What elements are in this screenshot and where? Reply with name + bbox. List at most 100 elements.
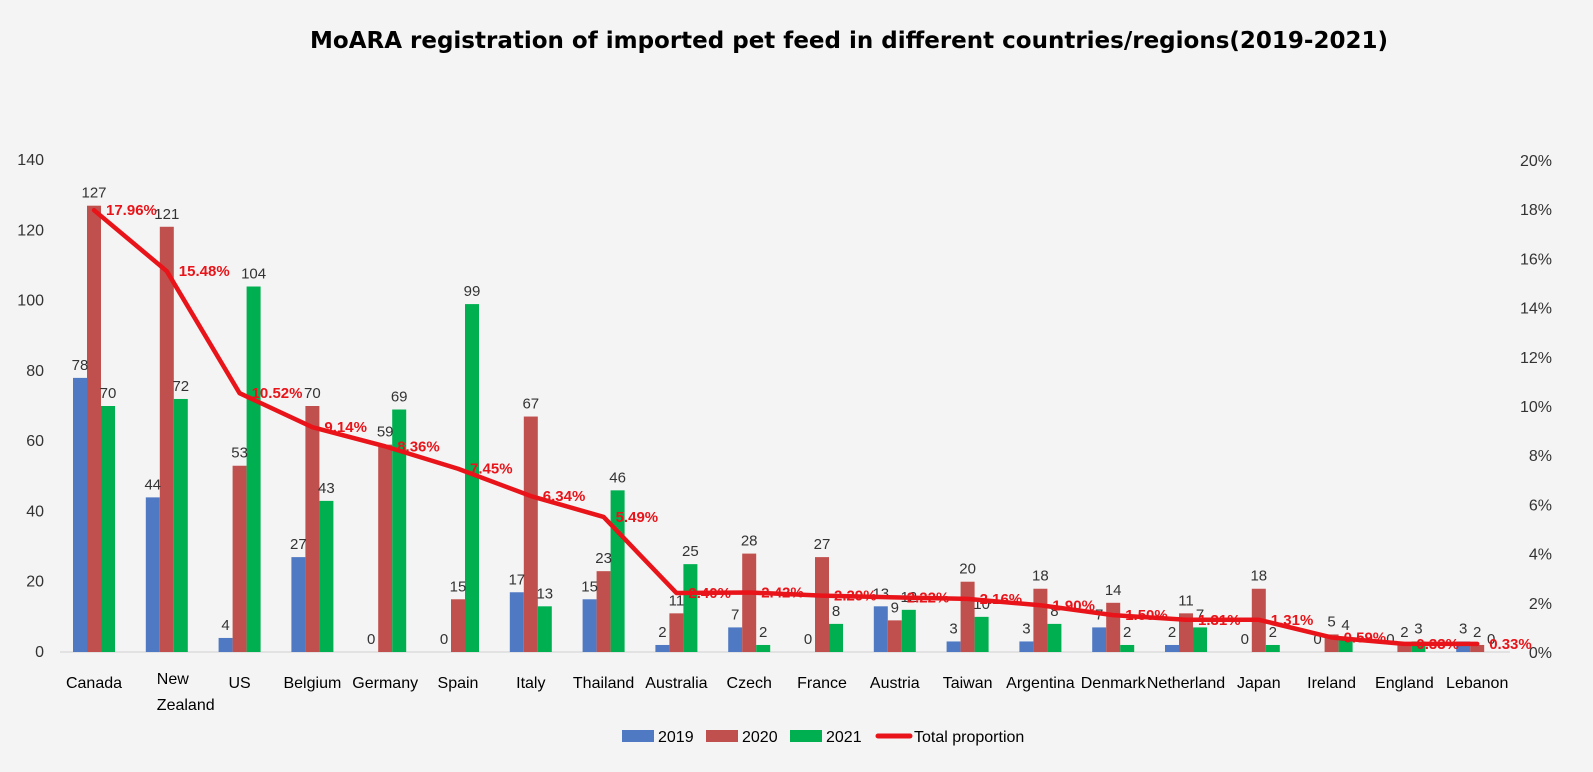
- bars: [73, 205, 1485, 652]
- proportion-label: 0.59%: [1344, 629, 1387, 646]
- bar-value-label: 70: [304, 385, 321, 402]
- bar-value-label: 121: [154, 206, 179, 223]
- bar-value-label: 9: [891, 599, 899, 616]
- proportion-label: 2.22%: [907, 589, 950, 606]
- category-label: France: [797, 675, 847, 692]
- bar-2020: [669, 613, 684, 652]
- legend-label: 2020: [742, 729, 778, 746]
- bar-value-label: 0: [1313, 631, 1321, 648]
- category-label: Argentina: [1006, 675, 1075, 692]
- bar-2019: [1165, 644, 1179, 652]
- category-label: New Zealand: [157, 671, 215, 714]
- bar-2021: [829, 623, 843, 652]
- bar-value-label: 2: [1168, 624, 1176, 641]
- category-label: Netherland: [1147, 675, 1225, 692]
- bar-value-label: 28: [741, 533, 758, 550]
- bar-2020: [451, 599, 465, 652]
- y-right-tick-label: 8%: [1529, 448, 1552, 465]
- bar-value-label: 0: [1487, 631, 1495, 648]
- y-right-tick-label: 0%: [1529, 645, 1552, 662]
- bar-value-label: 8: [832, 603, 840, 620]
- bar-2021: [974, 616, 989, 652]
- bar-value-label: 4: [1341, 617, 1349, 634]
- bar-value-label: 27: [814, 536, 831, 553]
- bar-value-label: 3: [1022, 620, 1030, 637]
- bar-2020: [960, 581, 975, 652]
- y-left-tick-label: 100: [17, 293, 44, 310]
- bar-value-label: 8: [1050, 603, 1058, 620]
- bar-2021: [1411, 641, 1426, 652]
- bar-value-label: 59: [377, 424, 394, 441]
- bar-2019: [291, 557, 306, 652]
- bar-2021: [173, 398, 188, 652]
- category-label: Japan: [1237, 675, 1281, 692]
- category-label: Belgium: [283, 675, 341, 692]
- category-label: England: [1375, 675, 1434, 692]
- proportion-line-path: [91, 207, 1480, 647]
- bar-value-label: 70: [100, 385, 117, 402]
- bar-value-label: 2: [658, 624, 666, 641]
- y-right-tick-label: 4%: [1529, 547, 1552, 564]
- bar-value-label: 0: [367, 631, 375, 648]
- legend-label: 2021: [826, 729, 862, 746]
- bar-2021: [537, 606, 552, 652]
- bar-2020: [1179, 613, 1193, 652]
- category-label: Ireland: [1307, 675, 1356, 692]
- bar-value-label: 20: [959, 561, 976, 578]
- bar-2019: [73, 377, 87, 652]
- y-right-tick-label: 14%: [1520, 301, 1552, 318]
- y-left-tick-label: 60: [26, 433, 44, 450]
- bar-value-label: 104: [241, 266, 266, 283]
- bar-value-label: 72: [172, 378, 189, 395]
- bar-2019: [1456, 641, 1471, 652]
- bar-value-label: 15: [450, 578, 467, 595]
- y-left-tick-label: 40: [26, 503, 44, 520]
- y-left-tick-label: 120: [17, 222, 44, 239]
- bar-2020: [1397, 644, 1412, 652]
- proportion-label: 10.52%: [252, 385, 303, 402]
- proportion-label: 1.31%: [1271, 612, 1314, 629]
- bar-value-label: 67: [522, 396, 539, 413]
- bar-value-label: 25: [682, 543, 699, 560]
- y-right-tick-label: 10%: [1520, 399, 1552, 416]
- bar-value-label: 2: [759, 624, 767, 641]
- category-label: Thailand: [573, 675, 634, 692]
- bar-2019: [1019, 641, 1034, 652]
- bar-value-label: 13: [536, 585, 553, 602]
- bar-value-label: 46: [609, 469, 626, 486]
- proportion-label: 7.45%: [470, 461, 513, 478]
- bar-value-label: 15: [581, 578, 598, 595]
- proportion-label: 15.48%: [179, 263, 230, 280]
- legend-swatch-2019: [622, 730, 654, 742]
- category-label: Czech: [727, 675, 772, 692]
- proportion-label: 1.31%: [1198, 612, 1241, 629]
- bar-2021: [1338, 637, 1353, 652]
- bar-value-label: 5: [1327, 613, 1335, 630]
- bar-2020: [523, 416, 538, 652]
- bar-value-label: 43: [318, 480, 335, 497]
- bar-value-label: 3: [1414, 620, 1422, 637]
- proportion-label: 17.96%: [106, 202, 157, 219]
- proportion-label: 2.42%: [761, 584, 804, 601]
- bar-value-label: 2: [1400, 624, 1408, 641]
- category-label: Austria: [870, 675, 920, 692]
- bar-2019: [728, 627, 743, 652]
- bar-2021: [1120, 644, 1135, 652]
- bar-value-label: 18: [1032, 568, 1049, 585]
- bar-value-label: 2: [1473, 624, 1481, 641]
- proportion-label: 6.34%: [543, 488, 586, 505]
- bar-2020: [159, 226, 174, 652]
- bar-value-label: 11: [669, 592, 685, 609]
- bar-2021: [101, 406, 115, 652]
- legend-swatch-2021: [790, 730, 822, 742]
- bar-value-label: 17: [508, 571, 525, 588]
- bar-value-label: 2: [1269, 624, 1277, 641]
- proportion-label: 8.36%: [397, 438, 440, 455]
- legend: 2019 2020 2021 Total proportion: [622, 729, 1024, 746]
- bar-2021: [1265, 644, 1280, 652]
- y-right-tick-label: 2%: [1529, 596, 1552, 613]
- y-left-tick-label: 20: [26, 574, 44, 591]
- legend-label: 2019: [658, 729, 694, 746]
